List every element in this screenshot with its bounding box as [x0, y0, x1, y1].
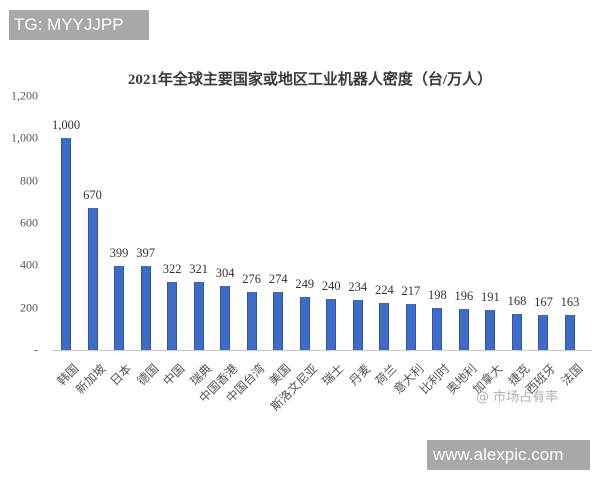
- x-category-label: 中国: [160, 361, 188, 389]
- bar-value-label: 276: [242, 271, 262, 286]
- bar: [167, 281, 178, 350]
- bar-value-label: 304: [215, 265, 235, 280]
- x-category-label: 丹麦: [346, 361, 374, 389]
- url-watermark: www.alexpic.com: [427, 440, 590, 470]
- bar: [352, 300, 363, 350]
- bar-value-label: 670: [83, 188, 102, 203]
- bar-value-label: 168: [507, 294, 527, 309]
- x-category-label: 日本: [107, 361, 135, 389]
- y-tick-label: 400: [20, 257, 38, 272]
- bar: [273, 292, 284, 350]
- y-tick-label: 800: [20, 173, 38, 188]
- bar-value-label: 322: [162, 261, 182, 276]
- bar: [87, 208, 98, 350]
- bar-value-label: 1,000: [51, 118, 81, 133]
- bar-value-label: 321: [189, 262, 208, 277]
- bar-value-label: 234: [348, 280, 368, 295]
- bar: [246, 291, 257, 350]
- bar: [61, 138, 71, 350]
- x-category-label: 德国: [134, 361, 161, 389]
- x-category-label: 新加坡: [72, 361, 108, 397]
- bar: [485, 309, 496, 350]
- bar: [458, 308, 469, 350]
- bar-value-label: 163: [560, 295, 580, 310]
- bar-value-label: 397: [136, 245, 155, 260]
- bar-value-label: 196: [454, 288, 474, 303]
- tg-watermark: TG: MYYJJPP: [9, 10, 149, 40]
- bar-value-label: 240: [321, 279, 341, 294]
- bar: [299, 297, 310, 350]
- x-category-label: 法国: [558, 361, 586, 389]
- y-tick-label: 200: [20, 300, 38, 315]
- bar-value-label: 274: [268, 272, 288, 286]
- bar-value-label: 191: [481, 289, 500, 304]
- bar: [326, 299, 337, 350]
- bar: [114, 265, 125, 350]
- bar: [405, 304, 416, 350]
- bar: [220, 285, 231, 350]
- x-category-label: 瑞士: [319, 361, 347, 389]
- y-tick-label: 600: [20, 215, 38, 230]
- bar-value-label: 399: [109, 245, 129, 260]
- y-tick-label: -: [34, 342, 38, 357]
- bar-value-label: 249: [295, 277, 315, 292]
- bar-value-label: 217: [401, 284, 421, 299]
- weibo-watermark: @ 市场占有率: [476, 390, 559, 405]
- chart-title: 2021年全球主要国家或地区工业机器人密度（台/万人）: [127, 72, 493, 88]
- y-tick-label: 1,000: [11, 130, 38, 145]
- bar: [379, 302, 390, 350]
- bar-value-label: 198: [427, 288, 447, 303]
- bar-value-label: 167: [534, 294, 553, 309]
- bar: [193, 282, 204, 350]
- x-axis-line: [52, 350, 592, 351]
- bar: [538, 314, 549, 350]
- bar: [565, 315, 575, 350]
- bar-value-label: 224: [374, 282, 394, 297]
- bar: [140, 265, 151, 350]
- bar: [432, 308, 443, 350]
- bar: [511, 314, 522, 350]
- y-tick-label: 1,200: [11, 88, 38, 103]
